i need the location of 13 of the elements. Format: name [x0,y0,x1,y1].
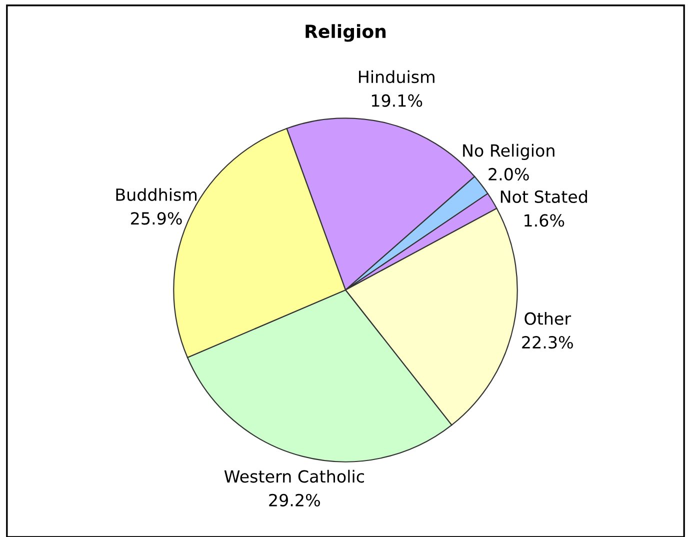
data-label: 2.0% [488,168,529,181]
data-label: 22.3% [522,336,573,349]
data-label: 25.9% [131,212,182,225]
slice-label: Western Catholic [224,470,364,483]
data-label: 19.1% [372,94,422,107]
data-label: 29.2% [269,494,320,506]
data-label: 1.6% [524,214,564,227]
slice-label: No Religion [463,144,554,160]
chart-title: Religion [306,24,386,42]
slice-label: Hinduism [359,70,434,84]
slice-label: Other [524,312,572,325]
slice-label: Not Stated [500,190,587,204]
slice-label: Buddhism [116,188,197,201]
